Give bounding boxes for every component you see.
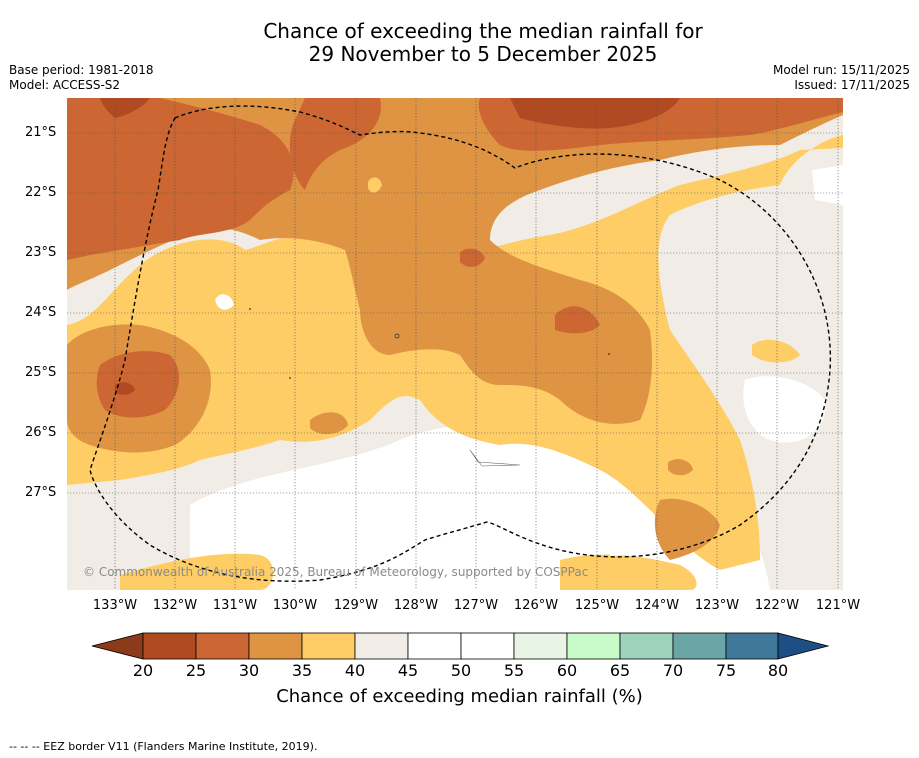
colorbar-cell bbox=[142, 632, 197, 660]
colorbar-over bbox=[777, 632, 830, 660]
colorbar-tick: 35 bbox=[291, 661, 313, 680]
lat-label: 26°S bbox=[25, 425, 57, 440]
model-text: Model: ACCESS-S2 bbox=[9, 78, 121, 92]
model-run-text: Model run: 15/11/2025 bbox=[772, 63, 910, 77]
field-35-40-east bbox=[752, 339, 800, 363]
colorbar-cell bbox=[407, 632, 462, 660]
lat-label: 25°S bbox=[25, 365, 57, 380]
colorbar-label: Chance of exceeding median rainfall (%) bbox=[276, 686, 643, 707]
colorbar-tick: 50 bbox=[450, 661, 472, 680]
lat-label: 27°S bbox=[25, 485, 57, 500]
lon-label: 122°W bbox=[754, 598, 800, 613]
colorbar-tick: 45 bbox=[397, 661, 419, 680]
colorbar-tick: 40 bbox=[344, 661, 366, 680]
lon-label: 121°W bbox=[815, 598, 861, 613]
colorbar-tick: 60 bbox=[556, 661, 578, 680]
field-45-55-blob2 bbox=[812, 165, 843, 205]
lon-label: 133°W bbox=[92, 598, 138, 613]
island-marker bbox=[394, 333, 400, 339]
colorbar-cell bbox=[248, 632, 303, 660]
colorbar-tick: 25 bbox=[185, 661, 207, 680]
map-title-line1: Chance of exceeding the median rainfall … bbox=[263, 19, 703, 43]
base-period-text: Base period: 1981-2018 bbox=[9, 63, 154, 77]
field-45-55-south bbox=[190, 425, 770, 590]
island-marker bbox=[608, 353, 610, 355]
lat-label: 22°S bbox=[25, 185, 57, 200]
field-35-40-south bbox=[120, 553, 274, 590]
lon-label: 125°W bbox=[574, 598, 620, 613]
field-white-small1 bbox=[215, 294, 234, 310]
field-30-35-se2 bbox=[668, 459, 693, 476]
lon-label: 123°W bbox=[694, 598, 740, 613]
map-title-line2: 29 November to 5 December 2025 bbox=[308, 42, 658, 66]
colorbar-cell bbox=[195, 632, 250, 660]
meta-left: Base period: 1981-2018 Model: ACCESS-S2 bbox=[9, 63, 154, 93]
field-white-small2 bbox=[365, 510, 376, 525]
eez-border bbox=[89, 105, 832, 582]
meta-right: Model run: 15/11/2025 Issued: 17/11/2025 bbox=[773, 63, 910, 93]
colorbar-cell bbox=[513, 632, 568, 660]
field-20-25-north bbox=[510, 98, 680, 129]
issued-text: Issued: 17/11/2025 bbox=[794, 78, 910, 92]
colorbar-cell bbox=[566, 632, 621, 660]
colorbar-under bbox=[91, 632, 144, 660]
field-35-40-southeast bbox=[560, 554, 697, 590]
lat-label: 21°S bbox=[25, 125, 57, 140]
lat-label: 23°S bbox=[25, 245, 57, 260]
field-30-35-south bbox=[310, 412, 348, 435]
colorbar-tick: 20 bbox=[132, 661, 154, 680]
colorbar-tick: 75 bbox=[715, 661, 737, 680]
colorbar-cell bbox=[301, 632, 356, 660]
island-marker bbox=[289, 377, 291, 379]
lon-label: 130°W bbox=[272, 598, 318, 613]
eez-footnote: -- -- -- EEZ border V11 (Flanders Marine… bbox=[9, 740, 318, 753]
field-yellow-small bbox=[368, 177, 382, 193]
field-25-30-center bbox=[555, 306, 600, 334]
lon-label: 126°W bbox=[513, 598, 559, 613]
island-marker bbox=[249, 308, 251, 310]
colorbar-cell bbox=[354, 632, 409, 660]
field-30-35-center bbox=[407, 288, 481, 350]
colorbar-tick: 70 bbox=[662, 661, 684, 680]
lon-label: 124°W bbox=[634, 598, 680, 613]
field-white-small3 bbox=[610, 548, 632, 556]
lon-label: 128°W bbox=[393, 598, 439, 613]
lon-label: 132°W bbox=[152, 598, 198, 613]
field-25-30-west bbox=[96, 351, 180, 418]
lon-label: 127°W bbox=[453, 598, 499, 613]
field-25-30-n bbox=[289, 98, 381, 190]
colorbar-cell bbox=[725, 632, 779, 660]
field-20-25-west bbox=[115, 382, 135, 395]
colorbar-tick: 55 bbox=[503, 661, 525, 680]
lat-label: 24°S bbox=[25, 305, 57, 320]
field-20-25-n2 bbox=[100, 98, 150, 118]
lon-label: 131°W bbox=[212, 598, 258, 613]
copyright-text: © Commonwealth of Australia 2025, Bureau… bbox=[83, 565, 589, 579]
colorbar-tick: 80 bbox=[767, 661, 789, 680]
field-25-30-nw bbox=[67, 98, 294, 260]
colorbar-cell bbox=[460, 632, 515, 660]
field-45-55-east bbox=[743, 376, 826, 443]
colorbar bbox=[91, 632, 830, 660]
colorbar-tick: 65 bbox=[609, 661, 631, 680]
colorbar-cell bbox=[672, 632, 727, 660]
graticule bbox=[67, 98, 843, 590]
map-field bbox=[67, 98, 843, 590]
lon-label: 129°W bbox=[333, 598, 379, 613]
field-30-35-se bbox=[654, 498, 720, 560]
colorbar-cell bbox=[619, 632, 674, 660]
colorbar-tick: 30 bbox=[238, 661, 260, 680]
reef-outline bbox=[469, 449, 521, 467]
